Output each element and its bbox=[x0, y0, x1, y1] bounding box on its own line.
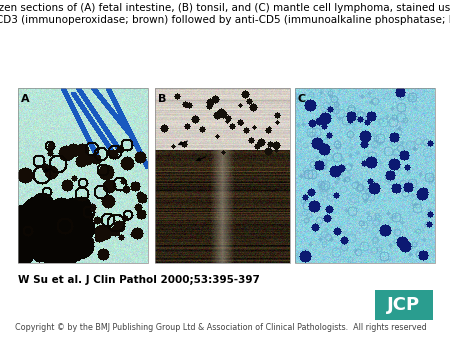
Text: JCP: JCP bbox=[387, 296, 421, 314]
Bar bbox=[18, 88, 148, 263]
Bar bbox=[155, 88, 290, 263]
Text: W Su et al. J Clin Pathol 2000;53:395-397: W Su et al. J Clin Pathol 2000;53:395-39… bbox=[18, 275, 260, 285]
Text: B: B bbox=[158, 94, 166, 104]
Text: Frozen sections of (A) fetal intestine, (B) tonsil, and (C) mantle cell lymphoma: Frozen sections of (A) fetal intestine, … bbox=[0, 3, 450, 13]
Text: A: A bbox=[21, 94, 30, 104]
Text: C: C bbox=[298, 94, 306, 104]
Text: Copyright © by the BMJ Publishing Group Ltd & Association of Clinical Pathologis: Copyright © by the BMJ Publishing Group … bbox=[15, 323, 427, 332]
Text: anti-CD3 (immunoperoxidase; brown) followed by anti-CD5 (immunoalkaline phosphat: anti-CD3 (immunoperoxidase; brown) follo… bbox=[0, 15, 450, 25]
FancyBboxPatch shape bbox=[375, 290, 433, 320]
Bar bbox=[295, 88, 435, 263]
